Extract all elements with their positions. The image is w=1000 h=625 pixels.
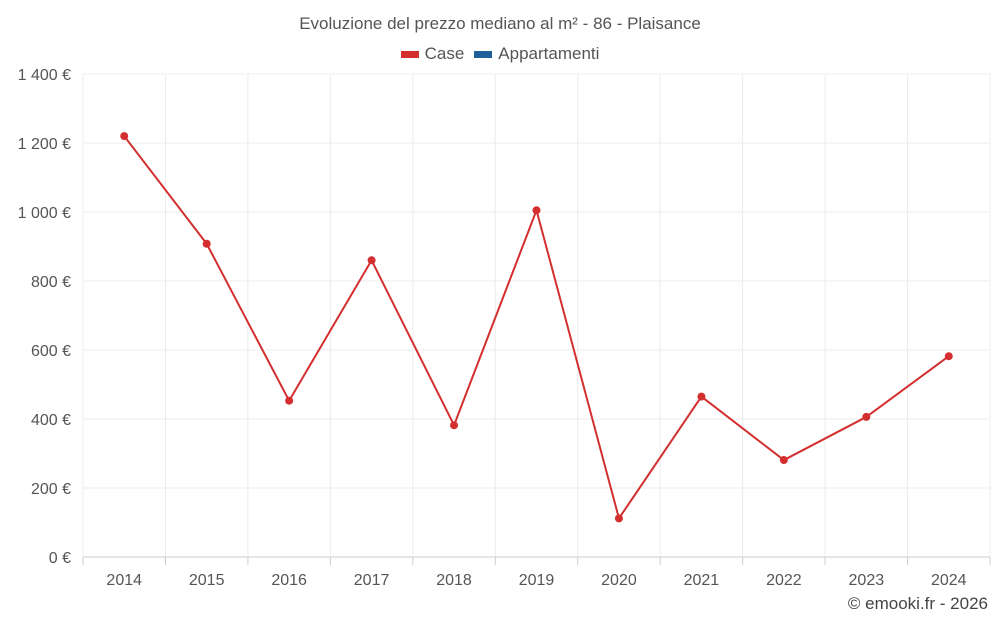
y-tick-label: 600 € (31, 343, 71, 360)
y-tick-label: 1 400 € (18, 67, 71, 84)
x-tick-label: 2017 (354, 572, 390, 589)
y-tick-label: 200 € (31, 481, 71, 498)
data-point-2023[interactable] (862, 412, 871, 421)
series-layer (120, 132, 953, 523)
legend: Case Appartamenti (0, 44, 1000, 64)
legend-label-case: Case (424, 44, 465, 63)
legend-item-case[interactable]: Case (400, 44, 465, 64)
legend-item-appartamenti[interactable]: Appartamenti (474, 44, 599, 64)
data-point-2024[interactable] (944, 352, 953, 361)
x-tick-label: 2015 (189, 572, 225, 589)
data-point-2022[interactable] (779, 456, 788, 465)
x-axis: 2014 2015 2016 2017 2018 2019 2020 2021 2022 2023… (82, 557, 991, 589)
x-tick-label: 2022 (766, 572, 802, 589)
legend-swatch-appartamenti (474, 50, 493, 58)
data-point-2019[interactable] (532, 206, 541, 215)
x-tick-label: 2018 (436, 572, 472, 589)
x-tick-label: 2020 (601, 572, 637, 589)
y-tick-label: 0 € (49, 550, 71, 567)
x-tick-label: 2014 (106, 572, 142, 589)
data-point-2020[interactable] (614, 514, 623, 523)
x-tick-label: 2019 (519, 572, 555, 589)
y-tick-label: 800 € (31, 274, 71, 291)
y-axis: 0 € 200 € 400 € 600 € 800 € 1 000 € 1 200 € 1 4… (18, 67, 71, 567)
y-tick-label: 1 000 € (18, 205, 71, 222)
data-point-2016[interactable] (285, 396, 294, 405)
x-tick-label: 2016 (271, 572, 307, 589)
chart-title: Evoluzione del prezzo mediano al m² - 86… (299, 14, 701, 33)
x-tick-label: 2024 (931, 572, 967, 589)
y-tick-label: 1 200 € (18, 136, 71, 153)
x-tick-label: 2023 (849, 572, 885, 589)
credit-text: © emooki.fr - 2026 (847, 594, 988, 613)
data-point-2017[interactable] (367, 256, 376, 265)
legend-label-appartamenti: Appartamenti (498, 44, 600, 63)
y-tick-label: 400 € (31, 412, 71, 429)
data-point-2018[interactable] (450, 421, 459, 430)
grid-lines (82, 73, 991, 558)
data-point-2014[interactable] (120, 132, 129, 141)
data-point-2021[interactable] (697, 392, 706, 401)
legend-swatch-case (400, 50, 419, 58)
data-point-2015[interactable] (202, 239, 211, 248)
x-tick-label: 2021 (684, 572, 720, 589)
